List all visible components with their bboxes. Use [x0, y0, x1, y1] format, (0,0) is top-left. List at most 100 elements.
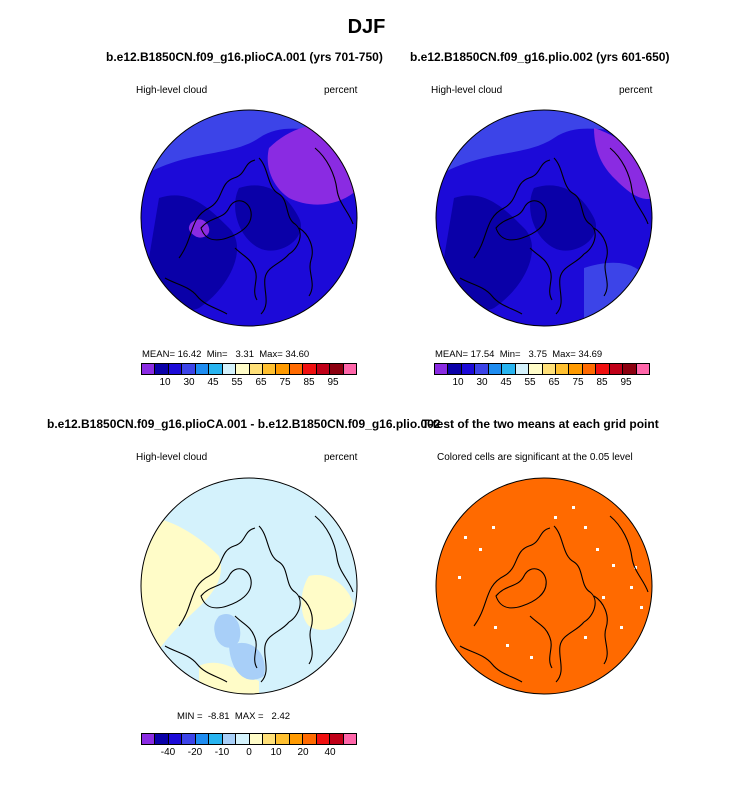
- colorbar-tick-label: 75: [572, 377, 584, 388]
- colorbar-tick-label: 20: [297, 747, 309, 758]
- map-field: [141, 110, 357, 326]
- coastline: [555, 253, 585, 315]
- insignificant-cell: [492, 526, 495, 529]
- panel-3-map: [140, 477, 358, 695]
- coastline: [164, 645, 228, 683]
- colorbar-swatch: [289, 364, 304, 374]
- mean-value: 17.54: [470, 349, 495, 360]
- coastline: [555, 621, 585, 683]
- panel-3-variable-label: High-level cloud: [136, 452, 208, 463]
- colorbar-tick-label: 75: [279, 377, 291, 388]
- max-label: Max=: [552, 349, 576, 360]
- colorbar-tick-label: 10: [270, 747, 282, 758]
- field-background: [436, 478, 652, 694]
- colorbar-labels: 10 30 45 55 65 75 85 95: [434, 375, 650, 389]
- max-value: 2.42: [271, 711, 291, 722]
- panel-1-map: [140, 109, 358, 327]
- coastline: [529, 247, 553, 301]
- colorbar-swatch: [582, 364, 597, 374]
- coastline: [258, 525, 301, 623]
- panel-2-title: b.e12.B1850CN.f09_g16.plio.002 (yrs 601-…: [410, 50, 670, 64]
- colorbar-tick-label: 45: [500, 377, 512, 388]
- colorbar-tick-label: 85: [303, 377, 315, 388]
- colorbar-swatch: [155, 734, 169, 744]
- panel-3-colorbar: -40 -20 -10 0 10 20 40: [141, 733, 357, 759]
- insignificant-cell: [479, 548, 482, 551]
- colorbar-tick-label: 30: [183, 377, 195, 388]
- min-value: 3.31: [235, 349, 254, 360]
- coastline: [473, 527, 551, 627]
- coastline: [178, 159, 256, 259]
- coastline: [553, 525, 596, 623]
- colorbar-swatch: [195, 364, 210, 374]
- panel-4-title: T-test of the two means at each grid poi…: [422, 417, 659, 431]
- insignificant-cell: [620, 626, 623, 629]
- colorbar-swatches: [141, 363, 357, 375]
- colorbar-swatches: [141, 733, 357, 745]
- panel-1-stats: MEAN= 16.42 Min= 3.31 Max= 34.60: [142, 349, 309, 360]
- field-region-purple: [594, 128, 652, 199]
- colorbar-swatch: [249, 734, 263, 744]
- coastline: [258, 157, 301, 255]
- colorbar-swatch: [168, 734, 183, 744]
- panel-1-colorbar: 10 30 45 55 65 75 85 95: [141, 363, 357, 389]
- map-border: [140, 109, 358, 327]
- coastline: [298, 595, 313, 665]
- colorbar-swatch: [289, 734, 304, 744]
- colorbar-swatch: [262, 364, 277, 374]
- min-value: -8.81: [207, 711, 230, 722]
- coastline: [200, 200, 252, 241]
- colorbar-tick-label: -40: [160, 747, 176, 758]
- colorbar-swatch: [461, 364, 476, 374]
- map-border: [435, 477, 653, 695]
- colorbar-swatch: [343, 734, 356, 744]
- insignificant-cell: [612, 564, 615, 567]
- colorbar-swatch: [222, 734, 237, 744]
- colorbar-swatch: [276, 364, 290, 374]
- insignificant-cell: [584, 636, 587, 639]
- insignificant-cell: [602, 596, 605, 599]
- colorbar-swatch: [142, 364, 156, 374]
- colorbar-tick-label: -10: [214, 747, 230, 758]
- panel-2-variable-label: High-level cloud: [431, 85, 503, 96]
- map-border: [435, 109, 653, 327]
- colorbar-swatch: [555, 364, 570, 374]
- colorbar-swatch: [636, 364, 649, 374]
- insignificant-cell: [530, 656, 533, 659]
- coastline: [609, 147, 649, 225]
- max-value: 34.60: [285, 349, 310, 360]
- colorbar-tick-label: 95: [327, 377, 339, 388]
- panel-2-colorbar: 10 30 45 55 65 75 85 95: [434, 363, 650, 389]
- colorbar-tick-label: 65: [548, 377, 560, 388]
- coastline: [178, 527, 256, 627]
- coastline: [459, 277, 523, 315]
- coastline: [593, 595, 608, 665]
- colorbar-swatch: [488, 364, 503, 374]
- colorbar-swatch: [316, 734, 331, 744]
- colorbar-swatch: [502, 364, 516, 374]
- insignificant-cell: [584, 526, 587, 529]
- coastline: [298, 227, 313, 297]
- colorbar-swatch: [276, 734, 290, 744]
- max-value: 34.69: [578, 349, 603, 360]
- colorbar-swatch: [343, 364, 356, 374]
- panel-1-units-label: percent: [324, 85, 358, 96]
- min-label: MIN =: [177, 711, 203, 722]
- insignificant-cell: [464, 536, 467, 539]
- colorbar-swatch: [195, 734, 210, 744]
- insignificant-cell: [458, 576, 461, 579]
- colorbar-tick-label: 10: [452, 377, 464, 388]
- figure-title: DJF: [347, 16, 386, 38]
- colorbar-swatch: [209, 734, 223, 744]
- min-label: Min=: [499, 349, 521, 360]
- colorbar-swatch: [236, 734, 250, 744]
- coastlines: [459, 147, 649, 315]
- colorbar-swatch: [330, 364, 344, 374]
- colorbar-swatch: [435, 364, 449, 374]
- colorbar-tick-label: 55: [524, 377, 536, 388]
- map-field: [436, 110, 652, 326]
- coastline: [473, 159, 551, 259]
- map-field: [436, 478, 652, 694]
- map-field: [141, 478, 357, 694]
- colorbar-tick-label: 45: [207, 377, 219, 388]
